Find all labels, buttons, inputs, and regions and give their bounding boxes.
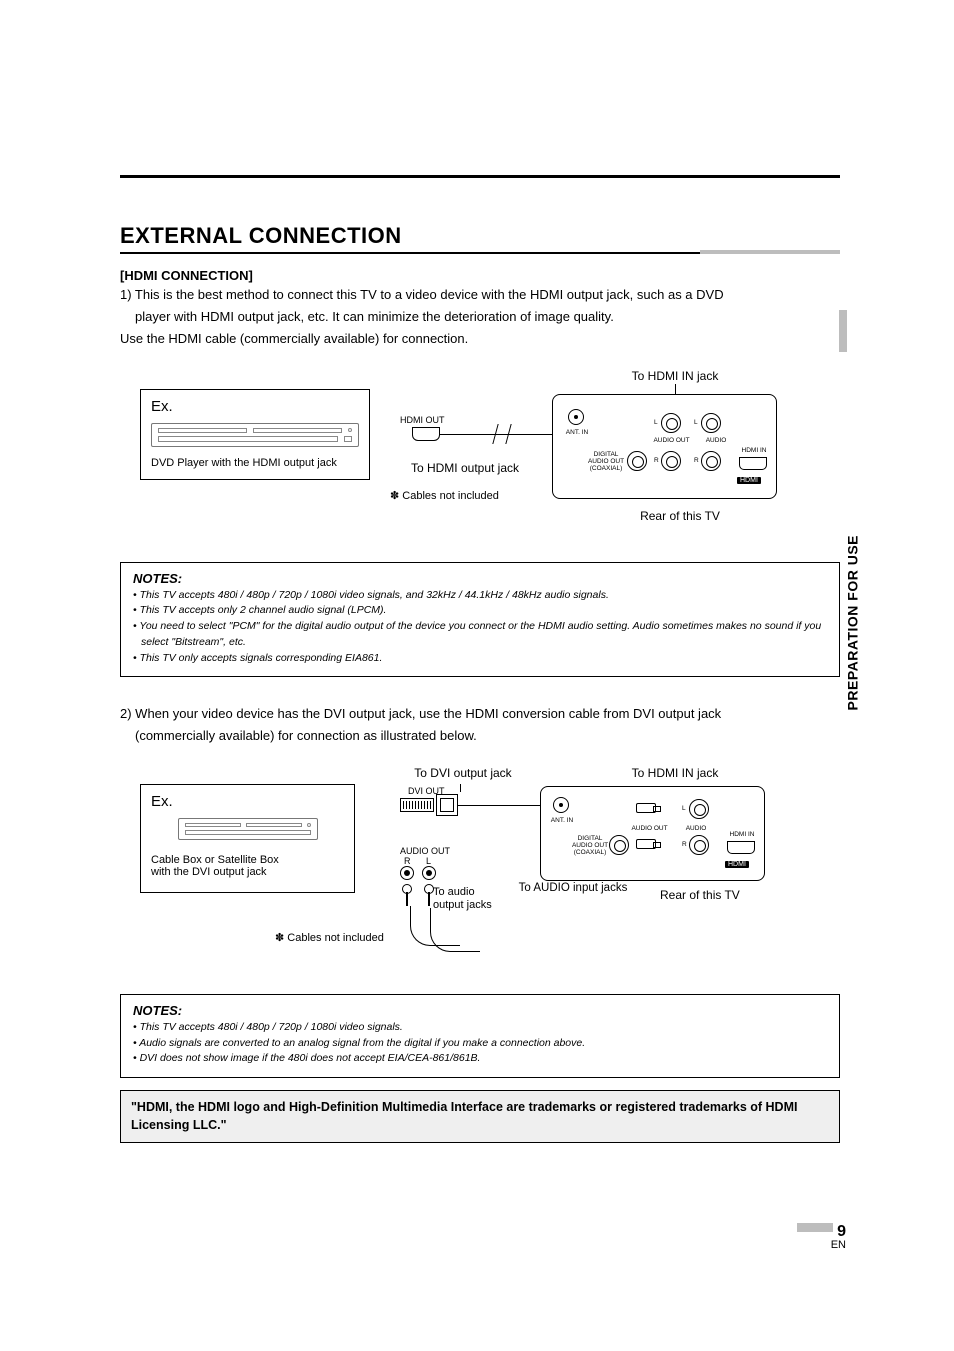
note-2-2: • Audio signals are converted to an anal… [133, 1036, 827, 1052]
note-1-1: • This TV accepts 480i / 480p / 720p / 1… [133, 588, 827, 604]
hdmi-out-port [412, 427, 440, 441]
audio-out-r-plug [636, 839, 656, 849]
cable-1 [440, 434, 540, 435]
device-caption-2b: with the DVI output jack [151, 866, 344, 878]
hdmi-heading: [HDMI CONNECTION] [120, 268, 840, 283]
para-1b: player with HDMI output jack, etc. It ca… [120, 308, 840, 327]
side-tab-accent [839, 310, 847, 352]
audio-r-jack [701, 451, 721, 471]
note-1-4: • This TV only accepts signals correspon… [133, 651, 827, 667]
audio-out-l-jack [661, 413, 681, 433]
example-box-2: Ex. Cable Box or Satellite Box with the … [140, 784, 355, 893]
coax-jack [627, 451, 647, 471]
rear-tv-label-1: Rear of this TV [615, 509, 745, 523]
trademark-notice: "HDMI, the HDMI logo and High-Definition… [120, 1090, 840, 1143]
audio-r-out [400, 866, 414, 880]
digital-audio-label: DIGITAL AUDIO OUT (COAXIAL) [585, 451, 627, 472]
hdmi-tag: HDMI [737, 477, 761, 484]
ant-jack-2 [553, 797, 569, 813]
to-hdmi-in-label: To HDMI IN jack [610, 369, 740, 383]
note-2-1: • This TV accepts 480i / 480p / 720p / 1… [133, 1020, 827, 1036]
dvi-plug-icon [436, 794, 458, 816]
audio-l-out [422, 866, 436, 880]
cables-note-1: ✽ Cables not included [390, 489, 499, 502]
device-caption-1: DVD Player with the HDMI output jack [151, 457, 359, 469]
cables-note-2: ✽ Cables not included [275, 931, 384, 944]
tv-rear-2: ANT. IN AUDIO OUT AUDIO L R DIGITAL AUDI… [540, 786, 765, 881]
to-hdmi-output-label: To HDMI output jack [390, 461, 540, 475]
to-dvi-output-label: To DVI output jack [398, 766, 528, 780]
ant-jack [568, 409, 584, 425]
audio-out-label: AUDIO OUT [649, 437, 694, 444]
diagram-dvi: To DVI output jack Ex. Cable Box or Sate… [120, 766, 840, 976]
hdmi-in-port [739, 457, 767, 470]
notes-head-1: NOTES: [133, 571, 827, 586]
page-number-block: 9 EN [797, 1223, 846, 1251]
page-accent [797, 1223, 833, 1232]
hdmi-out-label: HDMI OUT [400, 415, 445, 425]
audio-out-label-2: AUDIO OUT [400, 846, 450, 856]
para-2a: 2) When your video device has the DVI ou… [120, 705, 840, 724]
section-title: EXTERNAL CONNECTION [120, 223, 840, 254]
audio-label: AUDIO [701, 437, 731, 444]
rear-tv-label-2: Rear of this TV [660, 888, 790, 902]
example-box-1: Ex. DVD Player with the HDMI output jack [140, 389, 370, 480]
notes-head-2: NOTES: [133, 1003, 827, 1018]
note-1-3: • You need to select "PCM" for the digit… [133, 619, 827, 651]
to-hdmi-in-label-2: To HDMI IN jack [610, 766, 740, 780]
dvi-port-icon [400, 798, 434, 812]
ant-in-label: ANT. IN [563, 429, 591, 436]
side-tab-label: PREPARATION FOR USE [844, 535, 860, 710]
audio-l-jack [701, 413, 721, 433]
rca-r-plug [402, 884, 412, 906]
hdmi-in-label: HDMI IN [738, 447, 770, 454]
top-rule [120, 175, 840, 178]
diagram-hdmi: Ex. DVD Player with the HDMI output jack… [120, 369, 840, 544]
page-content: EXTERNAL CONNECTION [HDMI CONNECTION] 1)… [120, 175, 840, 1143]
ex-label: Ex. [151, 398, 359, 415]
para-1a: 1) This is the best method to connect th… [120, 286, 840, 305]
cable-break [492, 424, 511, 444]
para-2b: (commercially available) for connection … [120, 727, 840, 746]
ex-label-2: Ex. [151, 793, 344, 810]
note-1-2: • This TV accepts only 2 channel audio s… [133, 603, 827, 619]
para-1c: Use the HDMI cable (commercially availab… [120, 330, 840, 349]
page-number: 9 [837, 1223, 846, 1240]
to-audio-in-label: To AUDIO input jacks [518, 882, 628, 896]
notes-box-2: NOTES: • This TV accepts 480i / 480p / 7… [120, 994, 840, 1078]
device-caption-2a: Cable Box or Satellite Box [151, 854, 344, 866]
note-2-3: • DVI does not show image if the 480i do… [133, 1051, 827, 1067]
tv-rear-1: ANT. IN AUDIO OUT AUDIO L R L R DIGITAL … [552, 394, 777, 499]
notes-box-1: NOTES: • This TV accepts 480i / 480p / 7… [120, 562, 840, 678]
audio-out-r-jack [661, 451, 681, 471]
audio-out-l-plug [636, 803, 656, 813]
